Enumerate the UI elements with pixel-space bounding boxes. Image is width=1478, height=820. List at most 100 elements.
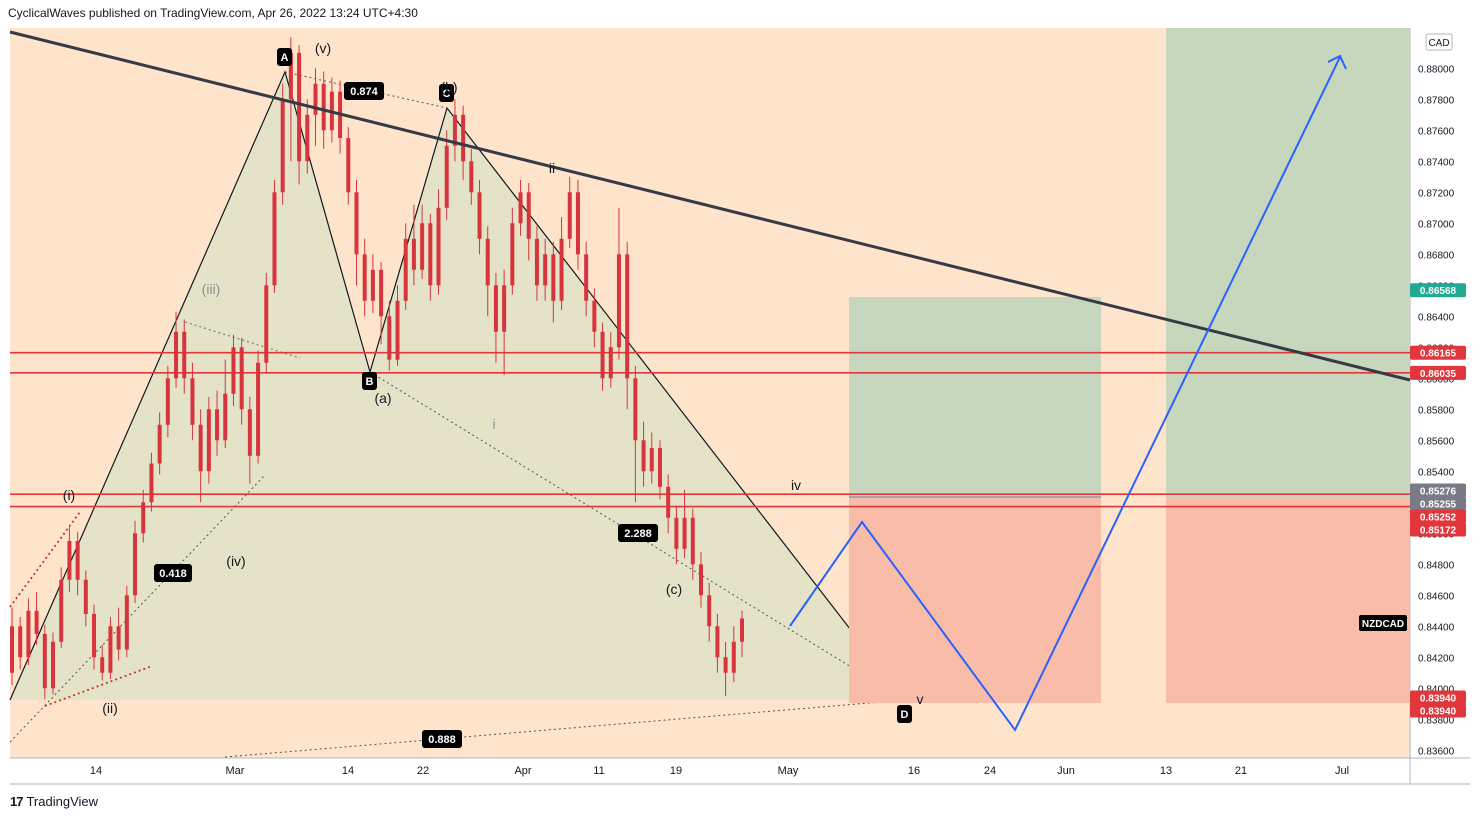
candle-body: [215, 409, 220, 441]
brand-name: TradingView: [26, 794, 99, 809]
time-tick: 14: [90, 765, 102, 777]
candle-body: [42, 634, 47, 689]
candle-body: [83, 579, 88, 614]
ratio-2288: 2.288: [624, 528, 652, 540]
price-tick: 0.85600: [1418, 436, 1455, 447]
label-iv: iv: [791, 477, 801, 493]
candle-body: [387, 316, 392, 360]
price-tick: 0.84400: [1418, 622, 1455, 633]
candle-body: [657, 448, 662, 487]
candle-body: [428, 223, 433, 286]
candle-body: [198, 424, 203, 472]
price-label-bg: [1410, 509, 1466, 524]
time-tick: 19: [670, 765, 682, 777]
price-label: 0.86035: [1420, 369, 1457, 380]
symbol-tag-bg: [1359, 615, 1407, 631]
time-tick: Apr: [514, 765, 531, 777]
candle-body: [149, 463, 154, 503]
candle-body: [584, 254, 589, 301]
currency-badge-bg[interactable]: [1425, 33, 1453, 51]
price-tick: 0.84200: [1418, 653, 1455, 664]
candle-body: [92, 613, 97, 658]
price-label-bg: [1410, 703, 1466, 718]
time-tick: Mar: [226, 765, 245, 777]
label-D: D: [901, 709, 909, 721]
candle-body: [10, 626, 14, 673]
candle-body: [190, 378, 195, 425]
price-tick: 0.86400: [1418, 312, 1455, 323]
candle-body: [740, 618, 744, 642]
candle-body: [592, 300, 597, 332]
time-tick: 22: [417, 765, 429, 777]
ratio-line-xd: [224, 699, 906, 758]
candle-body: [411, 238, 416, 270]
candle-body: [543, 254, 548, 286]
candle-body: [575, 192, 580, 255]
stop-zone-1: [849, 497, 1101, 703]
candle-body: [444, 145, 449, 208]
candle-body: [567, 192, 572, 239]
symbol-tag: NZDCAD: [1362, 619, 1404, 630]
label-A: A: [281, 52, 289, 64]
candle-body: [288, 52, 293, 100]
currency-badge[interactable]: CAD: [1428, 38, 1449, 49]
price-axis[interactable]: 0.88000 0.87800 0.87600 0.87400 0.87200 0.870…: [1418, 64, 1455, 757]
price-label: 0.85255: [1420, 499, 1457, 510]
candle-body: [723, 657, 728, 673]
price-tick: 0.84000: [1418, 684, 1455, 695]
time-tick: 24: [984, 765, 996, 777]
candle-body: [100, 657, 105, 673]
candle-body: [469, 161, 474, 193]
candle-body: [625, 254, 630, 379]
candle-body: [452, 114, 457, 146]
time-axis[interactable]: 14 Mar 14 22 Apr 11 19 May 16 24 Jun 13 21 Jul: [90, 765, 1349, 777]
candle-body: [559, 238, 564, 301]
candle-body: [321, 83, 326, 131]
candle-body: [690, 517, 695, 565]
price-labels: 0.86568 0.86165 0.86035 0.85276 0.85255 0.852…: [1410, 283, 1466, 718]
candle-body: [165, 378, 170, 425]
candle-body: [715, 626, 720, 658]
time-tick: 13: [1160, 765, 1172, 777]
tradingview-logo-icon: 17: [10, 794, 24, 809]
candle-body: [305, 114, 310, 162]
price-label-bg: [1410, 345, 1466, 360]
harmonic-pattern-fill: [10, 72, 905, 700]
price-label: 0.85276: [1420, 486, 1457, 497]
price-tick: 0.83800: [1418, 715, 1455, 726]
price-tick: 0.87400: [1418, 157, 1455, 168]
label-B: B: [366, 376, 374, 388]
candle-body: [403, 238, 408, 301]
candle-body: [157, 424, 162, 464]
price-tick: 0.83600: [1418, 746, 1455, 757]
price-tick: 0.84600: [1418, 591, 1455, 602]
label-v-paren: (v): [315, 40, 331, 56]
candle-body: [461, 114, 466, 162]
candle-body: [674, 517, 679, 549]
candle-body: [666, 486, 671, 518]
candle-body: [231, 347, 236, 394]
candle-body: [26, 610, 31, 658]
candle-body: [256, 362, 261, 456]
label-i: i: [492, 416, 495, 432]
candle-body: [182, 331, 187, 379]
candle-body: [34, 610, 39, 635]
candle-body: [370, 269, 375, 301]
footer-brand[interactable]: 17 TradingView: [10, 794, 98, 809]
ratio-0418: 0.418: [159, 568, 187, 580]
candle-body: [354, 192, 359, 255]
label-i-paren: (i): [63, 487, 75, 503]
label-b-paren: (b): [440, 79, 457, 95]
price-label-bg: [1410, 522, 1466, 537]
projection-path: [789, 56, 1341, 732]
candle-body: [313, 83, 318, 115]
price-label: 0.83940: [1420, 707, 1457, 718]
candle-body: [526, 192, 531, 239]
candle-body: [223, 393, 228, 441]
candle-body: [731, 641, 736, 673]
candle-body: [67, 541, 72, 580]
candle-body: [75, 541, 80, 580]
price-label: 0.85252: [1420, 512, 1457, 523]
candle-body: [485, 238, 490, 286]
